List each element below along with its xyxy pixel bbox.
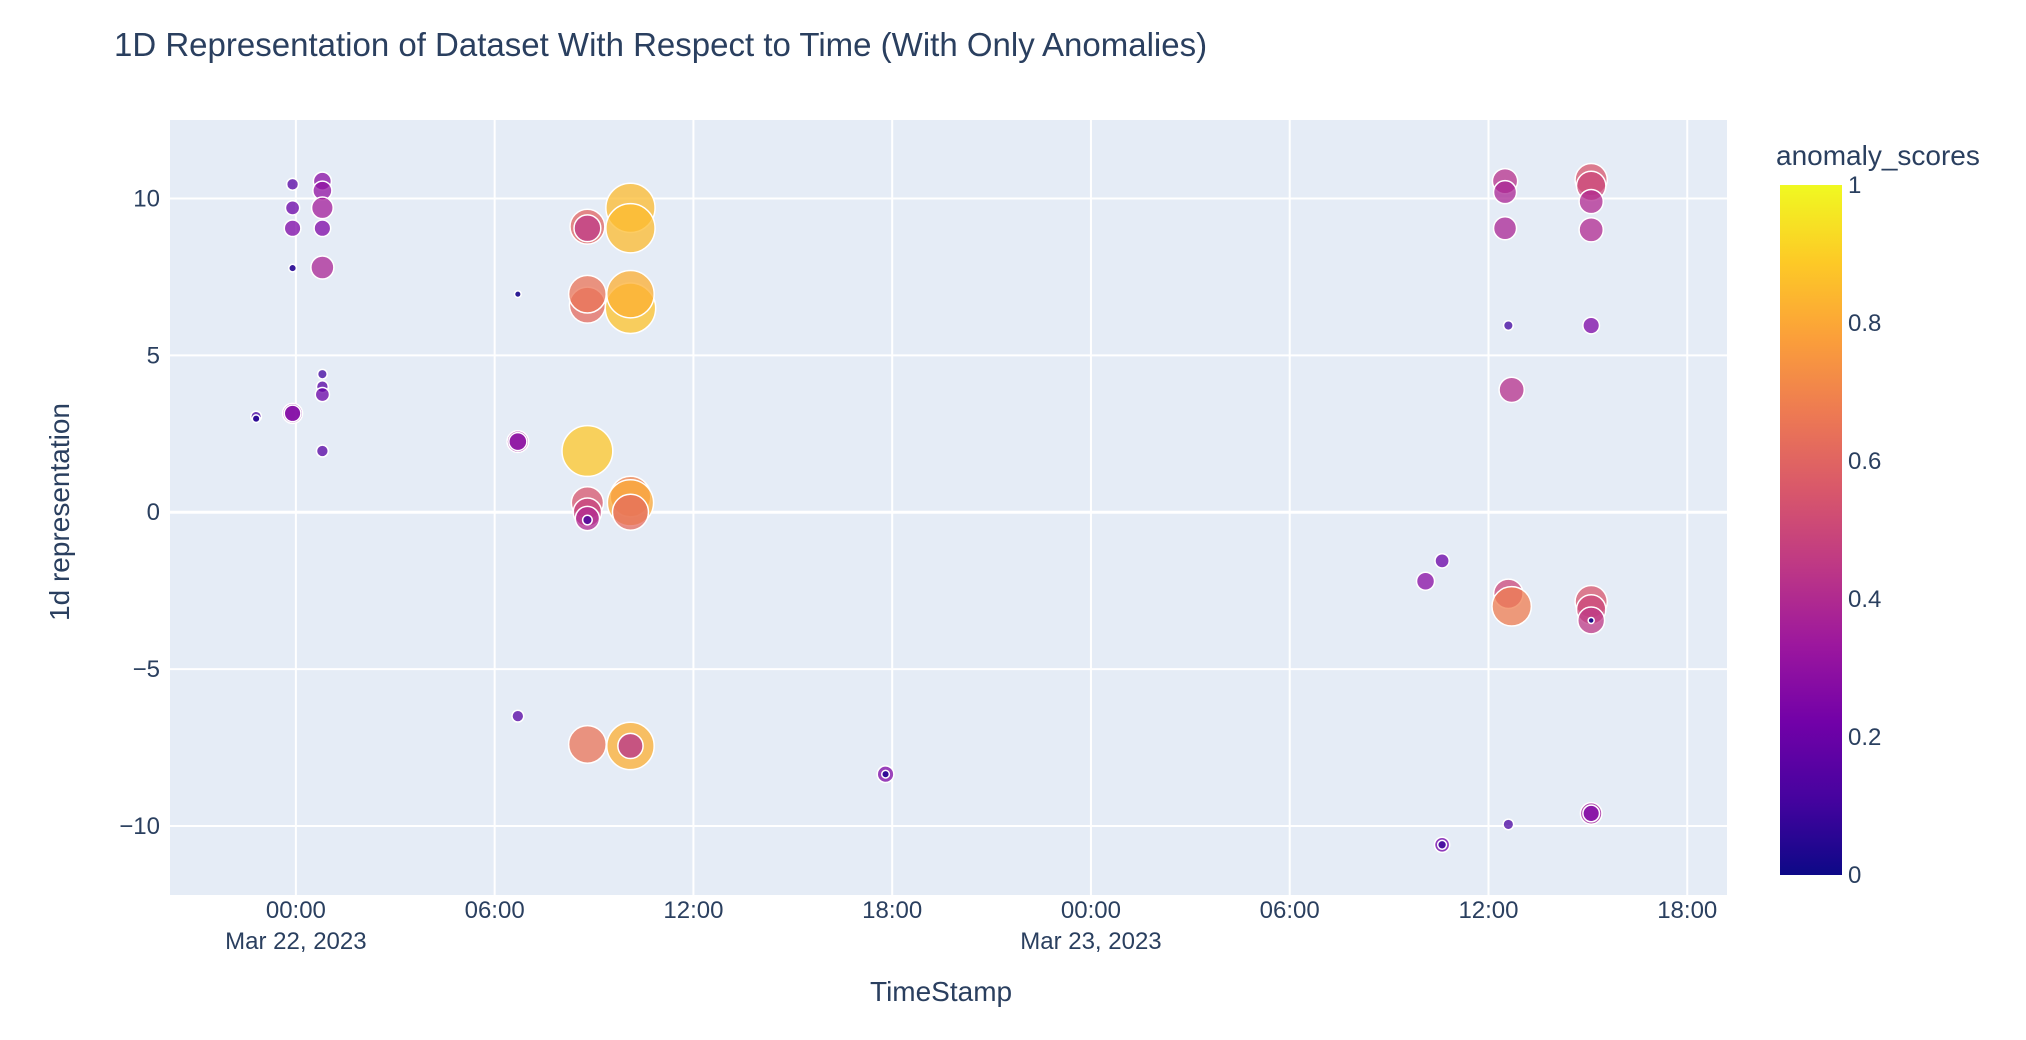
x-axis-label: TimeStamp <box>870 976 1013 1007</box>
y-tick-label: 10 <box>133 185 160 212</box>
data-point <box>1491 585 1533 627</box>
data-point <box>1578 188 1605 215</box>
x-tick-label: 00:00 <box>1061 897 1121 924</box>
data-point <box>1492 215 1518 241</box>
data-point <box>1582 316 1601 335</box>
x-tick-label: 12:00 <box>663 897 723 924</box>
gridlines <box>170 120 1727 895</box>
x-tick-label: 18:00 <box>1657 897 1717 924</box>
data-point <box>1492 179 1518 205</box>
data-points <box>250 162 1609 854</box>
data-point <box>316 368 328 380</box>
data-point <box>1415 571 1436 591</box>
y-tick-label: −5 <box>133 656 160 683</box>
data-point <box>1587 616 1595 625</box>
data-point <box>283 404 302 423</box>
y-tick-label: 0 <box>147 499 160 526</box>
data-point <box>1502 319 1514 332</box>
data-point <box>1582 804 1601 823</box>
data-point <box>513 290 522 299</box>
data-point <box>314 386 331 403</box>
colorbar-ticks: 0 0.2 0.4 0.6 0.8 1 <box>1848 172 1881 889</box>
data-point <box>617 732 644 760</box>
data-point <box>310 196 334 220</box>
data-point <box>567 724 607 764</box>
data-point <box>573 214 602 243</box>
data-point <box>310 255 335 280</box>
data-point <box>1436 839 1448 850</box>
x-tick-label: 06:00 <box>465 897 525 924</box>
data-point <box>1502 818 1515 831</box>
colorbar-tick-label: 0.8 <box>1848 310 1881 337</box>
data-point <box>567 274 607 314</box>
x-tick-label: 18:00 <box>862 897 922 924</box>
x-tick-date-label: Mar 22, 2023 <box>225 928 366 955</box>
y-tick-label: −10 <box>119 813 160 840</box>
colorbar-title: anomaly_scores <box>1776 140 1980 171</box>
data-point <box>285 177 300 191</box>
data-point <box>313 219 332 238</box>
plot-area <box>170 120 1727 895</box>
x-tick-label: 12:00 <box>1458 897 1518 924</box>
data-point <box>881 769 891 779</box>
colorbar-tick-label: 0 <box>1848 862 1861 889</box>
data-point <box>315 444 330 458</box>
data-point <box>561 424 614 478</box>
axis-ticks: 00:00 Mar 22, 2023 06:00 12:00 18:00 00:00 Mar… <box>119 185 1717 955</box>
data-point <box>283 219 302 238</box>
data-point <box>284 200 301 216</box>
colorbar-tick-label: 1 <box>1848 172 1861 199</box>
data-point <box>1434 552 1450 569</box>
data-point <box>581 514 593 526</box>
x-tick-label: 06:00 <box>1260 897 1320 924</box>
y-axis-label: 1d representation <box>44 403 75 621</box>
data-point <box>1498 376 1526 404</box>
colorbar-tick-label: 0.4 <box>1848 586 1881 613</box>
colorbar-tick-label: 0.6 <box>1848 448 1881 475</box>
data-point <box>606 269 655 319</box>
x-tick-date-label: Mar 23, 2023 <box>1020 928 1161 955</box>
data-point <box>611 493 650 531</box>
y-tick-label: 5 <box>147 342 160 369</box>
x-tick-label: 00:00 <box>266 897 326 924</box>
data-point <box>1578 216 1605 243</box>
data-point <box>508 431 528 452</box>
data-point <box>288 263 298 273</box>
colorbar-tick-label: 0.2 <box>1848 724 1881 751</box>
colorbar <box>1780 185 1842 875</box>
data-point <box>251 414 261 424</box>
data-point <box>511 709 525 723</box>
chart-title: 1D Representation of Dataset With Respec… <box>114 26 1208 63</box>
data-point <box>605 202 656 254</box>
